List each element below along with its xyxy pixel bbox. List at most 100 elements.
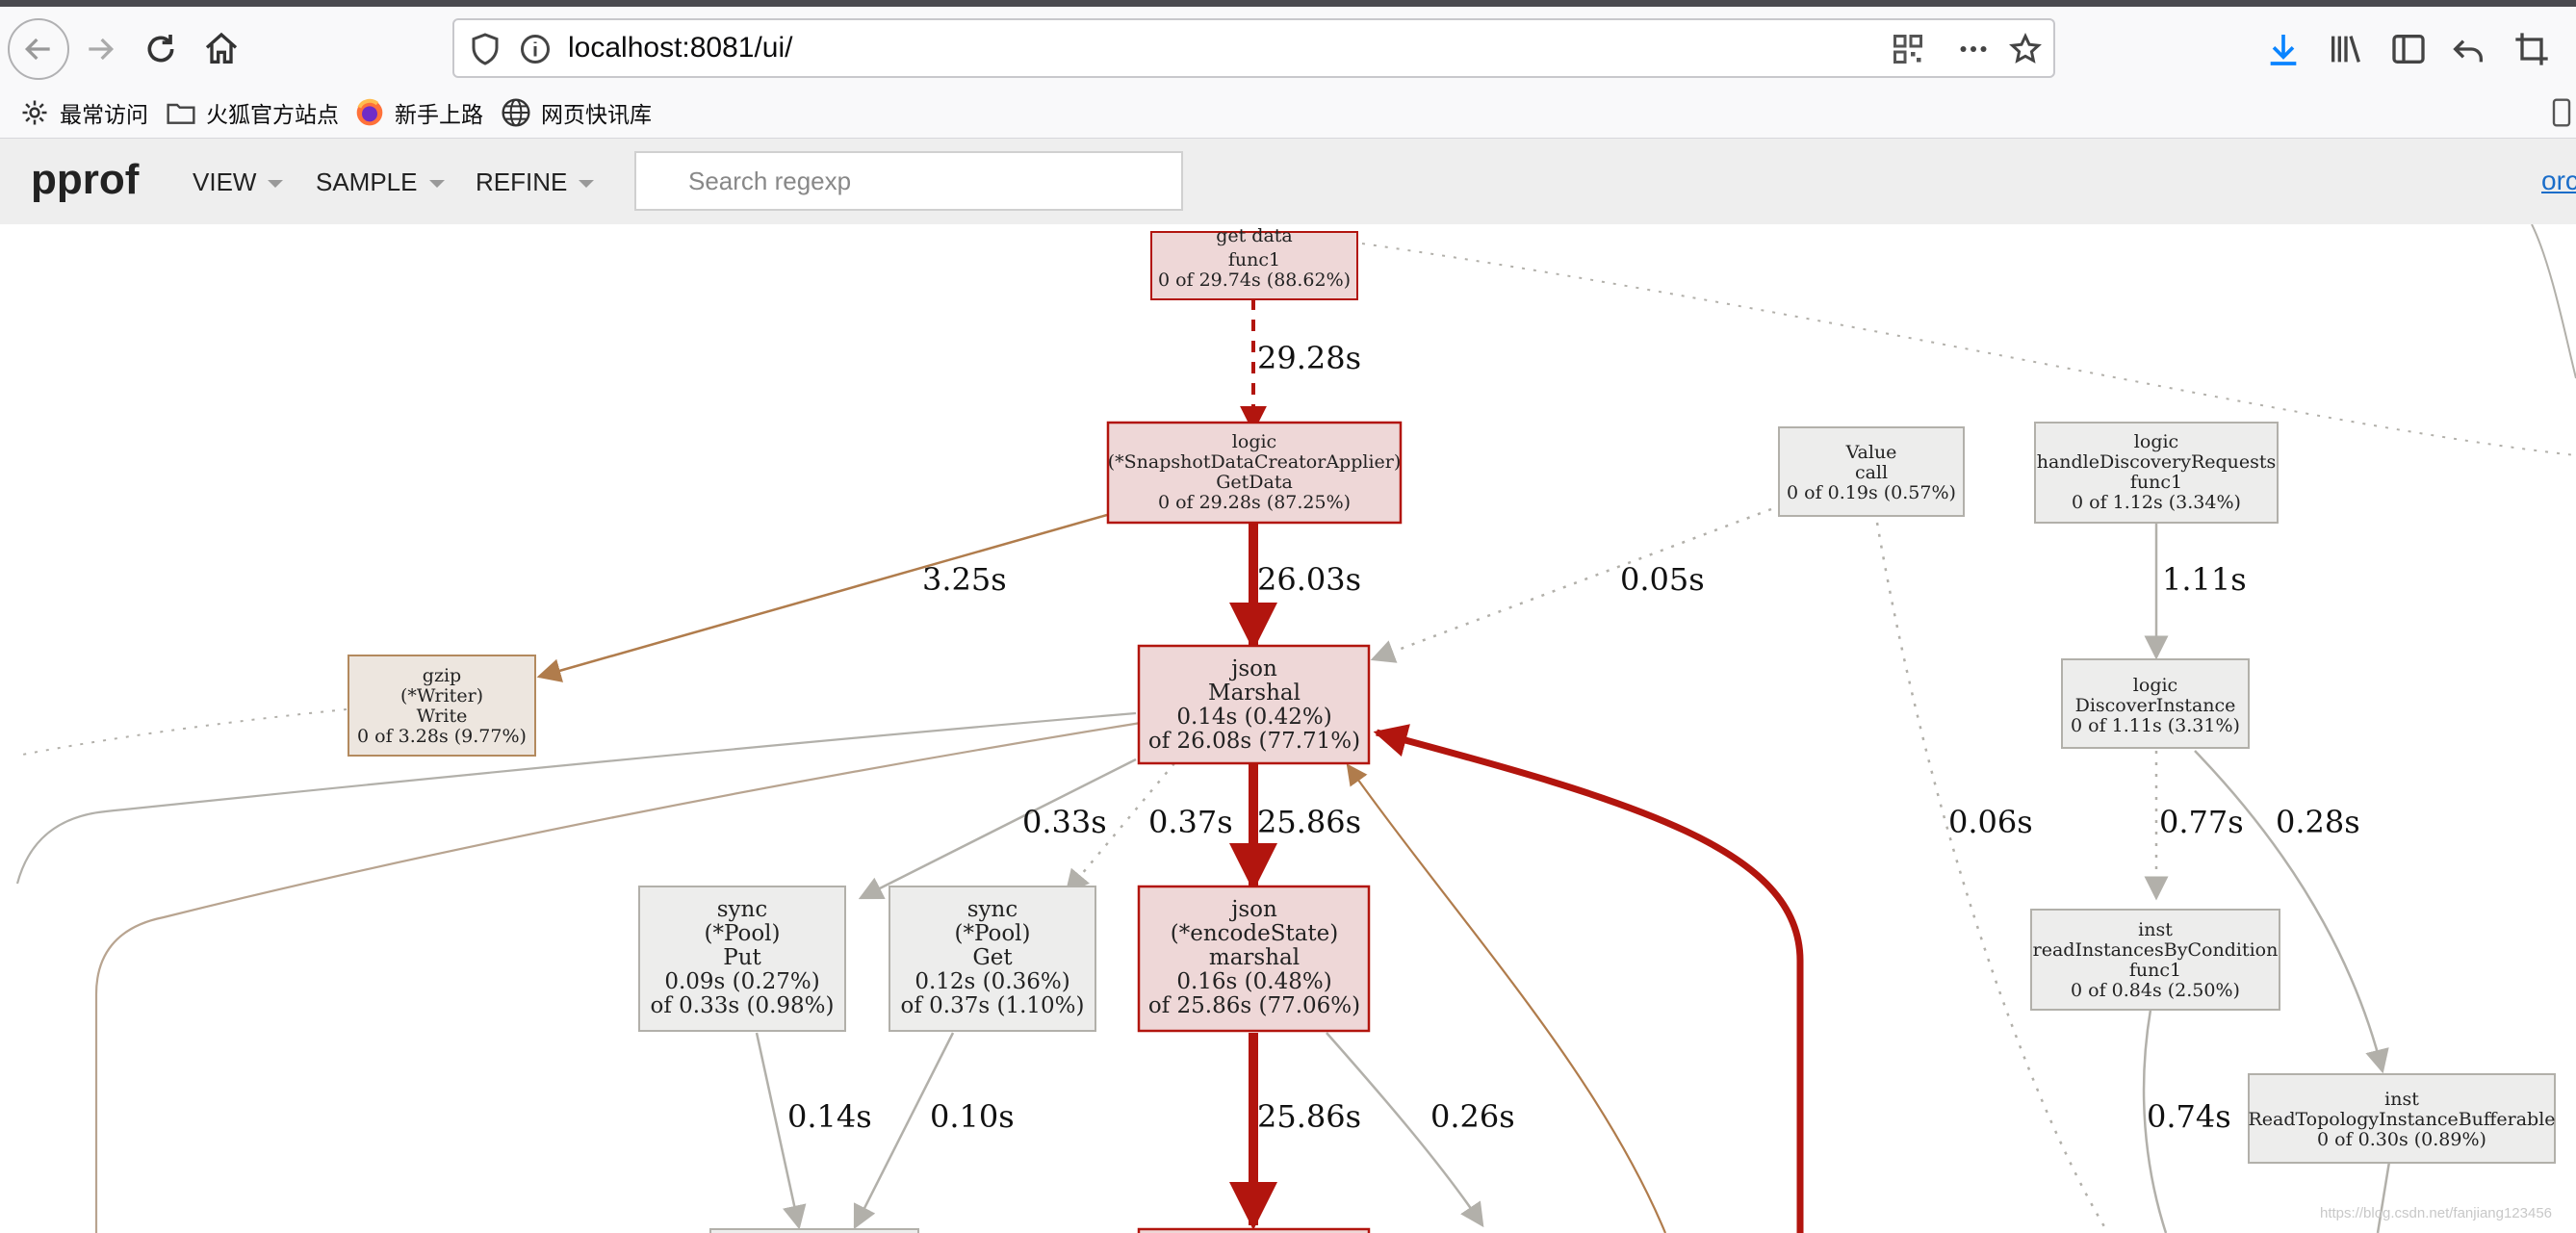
edge-label: 29.28s bbox=[1257, 340, 1361, 376]
node-handle-discovery[interactable]: logic handleDiscoveryRequests func1 0 of… bbox=[2034, 422, 2279, 524]
svg-text:GetData: GetData bbox=[1216, 472, 1293, 493]
edge-left-brown bbox=[94, 721, 1142, 1233]
menu-view[interactable]: VIEW bbox=[193, 167, 284, 197]
node-sync-put[interactable]: sync (*Pool) Put 0.09s (0.27%) of 0.33s … bbox=[638, 886, 846, 1032]
edge-top-dotted bbox=[1361, 243, 2576, 456]
svg-text:readInstancesByCondition: readInstancesByCondition bbox=[2033, 939, 2279, 961]
svg-text:json: json bbox=[1228, 897, 1277, 922]
edge-getdata-gzip bbox=[536, 513, 1108, 682]
node-partial-left[interactable] bbox=[709, 1228, 919, 1233]
node-read-topology[interactable]: inst ReadTopologyInstanceBufferable 0 of… bbox=[2248, 1073, 2556, 1164]
home-icon bbox=[205, 32, 238, 64]
svg-text:sync: sync bbox=[967, 897, 1018, 922]
menu-sample[interactable]: SAMPLE bbox=[316, 167, 445, 197]
node-gzip-write[interactable]: gzip (*Writer) Write 0 of 3.28s (9.77%) bbox=[348, 655, 536, 757]
edge-label: 0.06s bbox=[1948, 804, 2033, 840]
svg-text:marshal: marshal bbox=[1209, 945, 1300, 970]
home-button[interactable] bbox=[193, 20, 250, 78]
node-read-instances[interactable]: inst readInstancesByCondition func1 0 of… bbox=[2030, 909, 2280, 1011]
svg-text:logic: logic bbox=[1232, 431, 1276, 452]
star-icon[interactable] bbox=[2008, 32, 2043, 66]
search-input[interactable] bbox=[634, 151, 1183, 211]
edge-put-down bbox=[755, 1032, 807, 1230]
back-button[interactable] bbox=[8, 18, 69, 80]
edges bbox=[15, 224, 2576, 1233]
node-value-call[interactable]: Value call 0 of 0.19s (0.57%) bbox=[1778, 426, 1965, 517]
menu-refine[interactable]: REFINE bbox=[476, 167, 595, 197]
edge-label: 0.10s bbox=[930, 1098, 1015, 1135]
svg-text:Value: Value bbox=[1845, 442, 1897, 463]
svg-text:0 of 1.12s (3.34%): 0 of 1.12s (3.34%) bbox=[2072, 492, 2241, 513]
url-text[interactable]: localhost:8081/ui/ bbox=[568, 32, 793, 64]
svg-text:of 0.33s (0.98%): of 0.33s (0.98%) bbox=[650, 993, 834, 1018]
edge-left-dotted bbox=[16, 708, 348, 757]
bookmark-getting-started[interactable]: 新手上路 bbox=[354, 95, 483, 130]
edge-label: 3.25s bbox=[922, 561, 1007, 598]
browser-toolbar: localhost:8081/ui/ bbox=[0, 7, 2576, 88]
node-getdata[interactable]: logic (*SnapshotDataCreatorApplier) GetD… bbox=[1106, 421, 1403, 525]
bookmark-firefox-sites[interactable]: 火狐官方站点 bbox=[166, 95, 339, 130]
url-bar[interactable]: localhost:8081/ui/ bbox=[452, 18, 2055, 78]
node-discover-instance[interactable]: logic DiscoverInstance 0 of 1.11s (3.31%… bbox=[2061, 658, 2250, 749]
svg-text:sync: sync bbox=[717, 897, 768, 922]
call-graph[interactable]: get data func1 0 of 29.74s (88.62%) logi… bbox=[0, 224, 2576, 1233]
bookmark-most-visited[interactable]: 最常访问 bbox=[19, 95, 148, 130]
svg-text:ReadTopologyInstanceBufferable: ReadTopologyInstanceBufferable bbox=[2248, 1109, 2555, 1130]
shield-icon[interactable] bbox=[468, 32, 502, 66]
qr-code-icon[interactable] bbox=[1891, 32, 1925, 66]
caret-down-icon bbox=[428, 180, 445, 189]
edge-label: 0.77s bbox=[2159, 804, 2244, 840]
edge-labels: 29.28s 3.25s 26.03s 0.05s 1.11s 0.33s 0.… bbox=[787, 340, 2360, 1135]
node-partial-center[interactable] bbox=[1137, 1227, 1371, 1233]
svg-text:Marshal: Marshal bbox=[1208, 681, 1301, 706]
edge-get-down bbox=[853, 1032, 955, 1230]
svg-text:0 of 0.19s (0.57%): 0 of 0.19s (0.57%) bbox=[1787, 482, 1956, 503]
reload-icon bbox=[147, 35, 174, 63]
svg-text:(*Pool): (*Pool) bbox=[954, 921, 1030, 946]
svg-text:0.16s (0.48%): 0.16s (0.48%) bbox=[1176, 969, 1331, 994]
node-sync-get[interactable]: sync (*Pool) Get 0.12s (0.36%) of 0.37s … bbox=[889, 886, 1096, 1032]
sidebar-icon bbox=[2392, 35, 2425, 64]
svg-text:DiscoverInstance: DiscoverInstance bbox=[2075, 695, 2236, 716]
sidebar-button[interactable] bbox=[2380, 20, 2437, 78]
more-icon[interactable] bbox=[1956, 32, 1991, 66]
downloads-button[interactable] bbox=[2254, 20, 2312, 78]
edge-topology-down bbox=[2376, 1161, 2391, 1233]
edge-value-down bbox=[1875, 522, 2110, 1233]
svg-text:get data: get data bbox=[1216, 225, 1293, 246]
svg-text:func1: func1 bbox=[2129, 960, 2181, 981]
svg-text:0.12s (0.36%): 0.12s (0.36%) bbox=[914, 969, 1069, 994]
forward-button[interactable] bbox=[71, 20, 129, 78]
edge-discover-topology bbox=[2194, 750, 2389, 1074]
watermark: https://blog.csdn.net/fanjiang123456 bbox=[2320, 1205, 2553, 1221]
folder-icon bbox=[166, 97, 196, 128]
pprof-header: pprof VIEW SAMPLE REFINE orc bbox=[0, 139, 2576, 224]
edge-brown-up bbox=[1346, 763, 1667, 1233]
forward-arrow-icon bbox=[89, 38, 115, 61]
bookmark-web-slices[interactable]: 网页快讯库 bbox=[501, 95, 652, 130]
svg-text:json: json bbox=[1228, 656, 1277, 681]
node-encode-marshal[interactable]: json (*encodeState) marshal 0.16s (0.48%… bbox=[1137, 885, 1371, 1033]
library-button[interactable] bbox=[2317, 20, 2375, 78]
edge-marshal-get bbox=[1065, 762, 1175, 894]
svg-text:func1: func1 bbox=[1228, 249, 1280, 270]
mobile-icon[interactable] bbox=[2551, 97, 2572, 128]
reload-button[interactable] bbox=[132, 20, 190, 78]
gear-icon bbox=[19, 97, 50, 128]
edge-recursion-loop bbox=[1373, 724, 1804, 1233]
undo-icon bbox=[2453, 39, 2483, 63]
node-getdata-func1[interactable]: get data func1 0 of 29.74s (88.62%) bbox=[1150, 225, 1358, 300]
firefox-icon bbox=[354, 97, 385, 128]
undo-button[interactable] bbox=[2439, 20, 2497, 78]
config-link[interactable]: orc bbox=[2541, 166, 2576, 195]
svg-text:Get: Get bbox=[972, 945, 1013, 970]
svg-text:(*Writer): (*Writer) bbox=[400, 685, 483, 706]
info-icon[interactable] bbox=[518, 32, 553, 66]
svg-text:0.14s (0.42%): 0.14s (0.42%) bbox=[1176, 705, 1331, 730]
tab-strip bbox=[0, 0, 2576, 7]
edge-encode-right bbox=[1326, 1032, 1484, 1228]
node-json-marshal[interactable]: json Marshal 0.14s (0.42%) of 26.08s (77… bbox=[1137, 644, 1371, 765]
screenshot-button[interactable] bbox=[2503, 20, 2561, 78]
globe-icon bbox=[501, 97, 531, 128]
svg-text:of 25.86s (77.06%): of 25.86s (77.06%) bbox=[1148, 993, 1360, 1018]
